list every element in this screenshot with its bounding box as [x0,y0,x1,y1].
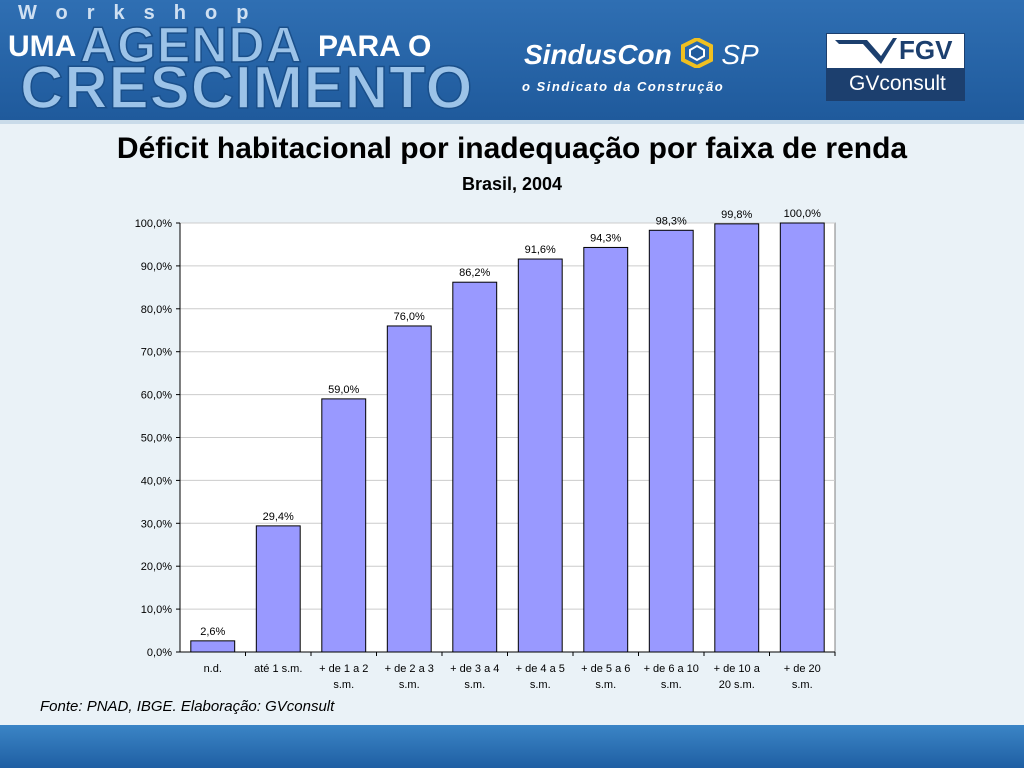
x-tick-label: + de 10 a [714,663,761,675]
gvconsult-label: GVconsult [849,72,946,95]
bar [190,640,236,653]
x-tick-label: s.m. [595,679,616,691]
y-tick-label: 100,0% [135,218,173,230]
x-tick-label: s.m. [333,679,354,691]
fgv-label: FGV [899,35,953,65]
sp-label: SP [721,39,759,70]
bar [321,398,367,653]
bar-value-label: 98,3% [656,215,687,227]
bar [583,246,629,653]
x-tick-label: s.m. [399,679,420,691]
para-o-label: PARA O [318,30,432,63]
bar [452,281,498,653]
chart-title: Déficit habitacional por inadequação por… [116,132,908,165]
y-tick-label: 20,0% [141,561,172,573]
bar-value-label: 99,8% [721,209,752,221]
bar-value-label: 100,0% [784,208,822,220]
y-tick-label: 40,0% [141,475,172,487]
sindicato-tagline: o Sindicato da Construção [522,79,725,94]
x-tick-label: até 1 s.m. [254,663,302,675]
bar [517,258,563,653]
y-tick-label: 10,0% [141,604,172,616]
y-tick-label: 60,0% [141,390,172,402]
bar-value-label: 29,4% [263,511,294,523]
fgv-logo: FGV GVconsult [826,33,965,101]
bar-value-label: 76,0% [394,311,425,323]
bar [648,229,694,653]
fgv-chevron-icon [835,38,897,64]
workshop-label: Workshop [18,2,268,24]
crescimento-label: CRESCIMENTO [19,54,474,121]
bar [255,525,301,653]
sinduscon-logo: SindusCon SP [524,36,759,71]
x-tick-label: s.m. [792,679,813,691]
source-note: Fonte: PNAD, IBGE. Elaboração: GVconsult [40,698,335,715]
bar-value-label: 2,6% [200,626,225,638]
x-tick-label: + de 3 a 4 [450,663,499,675]
bar-value-label: 59,0% [328,384,359,396]
x-tick-label: + de 5 a 6 [581,663,630,675]
bar-value-label: 86,2% [459,267,490,279]
bar [386,325,432,653]
x-tick-label: n.d. [204,663,222,675]
bar-value-label: 94,3% [590,232,621,244]
bar-value-label: 91,6% [525,244,556,256]
bar [714,223,760,653]
x-tick-label: + de 1 a 2 [319,663,368,675]
y-tick-label: 0,0% [147,647,172,659]
x-tick-label: s.m. [464,679,485,691]
y-tick-label: 30,0% [141,518,172,530]
sinduscon-name: SindusCon [524,39,672,70]
uma-label: UMA [8,30,77,63]
x-tick-label: + de 2 a 3 [385,663,434,675]
banner-divider [0,120,1024,124]
x-tick-label: 20 s.m. [719,679,755,691]
y-tick-label: 50,0% [141,433,172,445]
chart-subtitle: Brasil, 2004 [461,174,563,194]
header-banner: Workshop UMA AGENDA PARA O CRESCIMENTO S… [0,0,1024,120]
y-tick-label: 90,0% [141,261,172,273]
bar [779,222,825,653]
footer-band [0,725,1024,768]
x-tick-label: s.m. [661,679,682,691]
x-tick-label: + de 4 a 5 [516,663,565,675]
y-tick-label: 80,0% [141,304,172,316]
x-tick-label: s.m. [530,679,551,691]
agenda-label: AGENDA [79,16,303,74]
x-tick-label: + de 20 [784,663,821,675]
y-tick-label: 70,0% [141,347,172,359]
x-tick-label: + de 6 a 10 [644,663,699,675]
sinduscon-emblem-icon [680,36,713,70]
